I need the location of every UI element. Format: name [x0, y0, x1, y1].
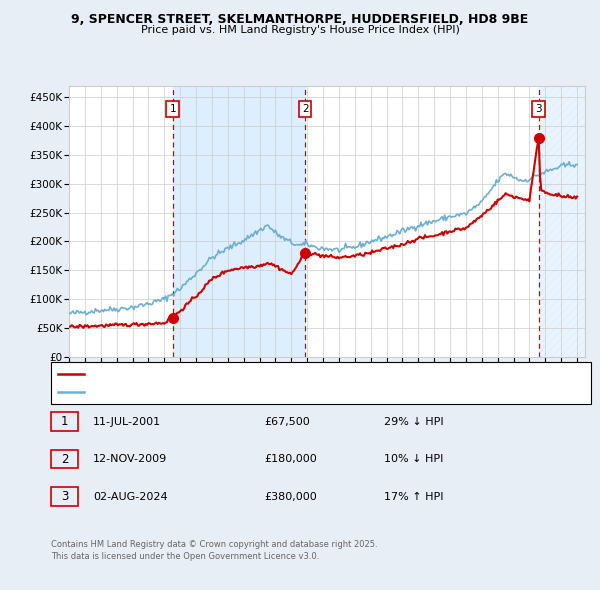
Text: 11-JUL-2001: 11-JUL-2001 [93, 417, 161, 427]
Text: 1: 1 [61, 415, 68, 428]
Text: 2: 2 [302, 104, 308, 114]
Text: 02-AUG-2024: 02-AUG-2024 [93, 492, 167, 502]
Text: 2: 2 [61, 453, 68, 466]
Text: 17% ↑ HPI: 17% ↑ HPI [384, 492, 443, 502]
Text: 29% ↓ HPI: 29% ↓ HPI [384, 417, 443, 427]
Text: 9, SPENCER STREET, SKELMANTHORPE, HUDDERSFIELD, HD8 9BE: 9, SPENCER STREET, SKELMANTHORPE, HUDDER… [71, 13, 529, 26]
Text: 10% ↓ HPI: 10% ↓ HPI [384, 454, 443, 464]
Text: 3: 3 [535, 104, 542, 114]
Text: 3: 3 [61, 490, 68, 503]
Text: £180,000: £180,000 [264, 454, 317, 464]
Text: £67,500: £67,500 [264, 417, 310, 427]
Text: £380,000: £380,000 [264, 492, 317, 502]
Text: 12-NOV-2009: 12-NOV-2009 [93, 454, 167, 464]
Text: Contains HM Land Registry data © Crown copyright and database right 2025.
This d: Contains HM Land Registry data © Crown c… [51, 540, 377, 560]
Text: Price paid vs. HM Land Registry's House Price Index (HPI): Price paid vs. HM Land Registry's House … [140, 25, 460, 35]
Text: 9, SPENCER STREET, SKELMANTHORPE, HUDDERSFIELD, HD8 9BE (detached house): 9, SPENCER STREET, SKELMANTHORPE, HUDDER… [88, 369, 486, 378]
Bar [539, 86, 585, 357]
Text: HPI: Average price, detached house, Kirklees: HPI: Average price, detached house, Kirk… [88, 388, 302, 396]
Bar [173, 86, 305, 357]
Text: 1: 1 [169, 104, 176, 114]
